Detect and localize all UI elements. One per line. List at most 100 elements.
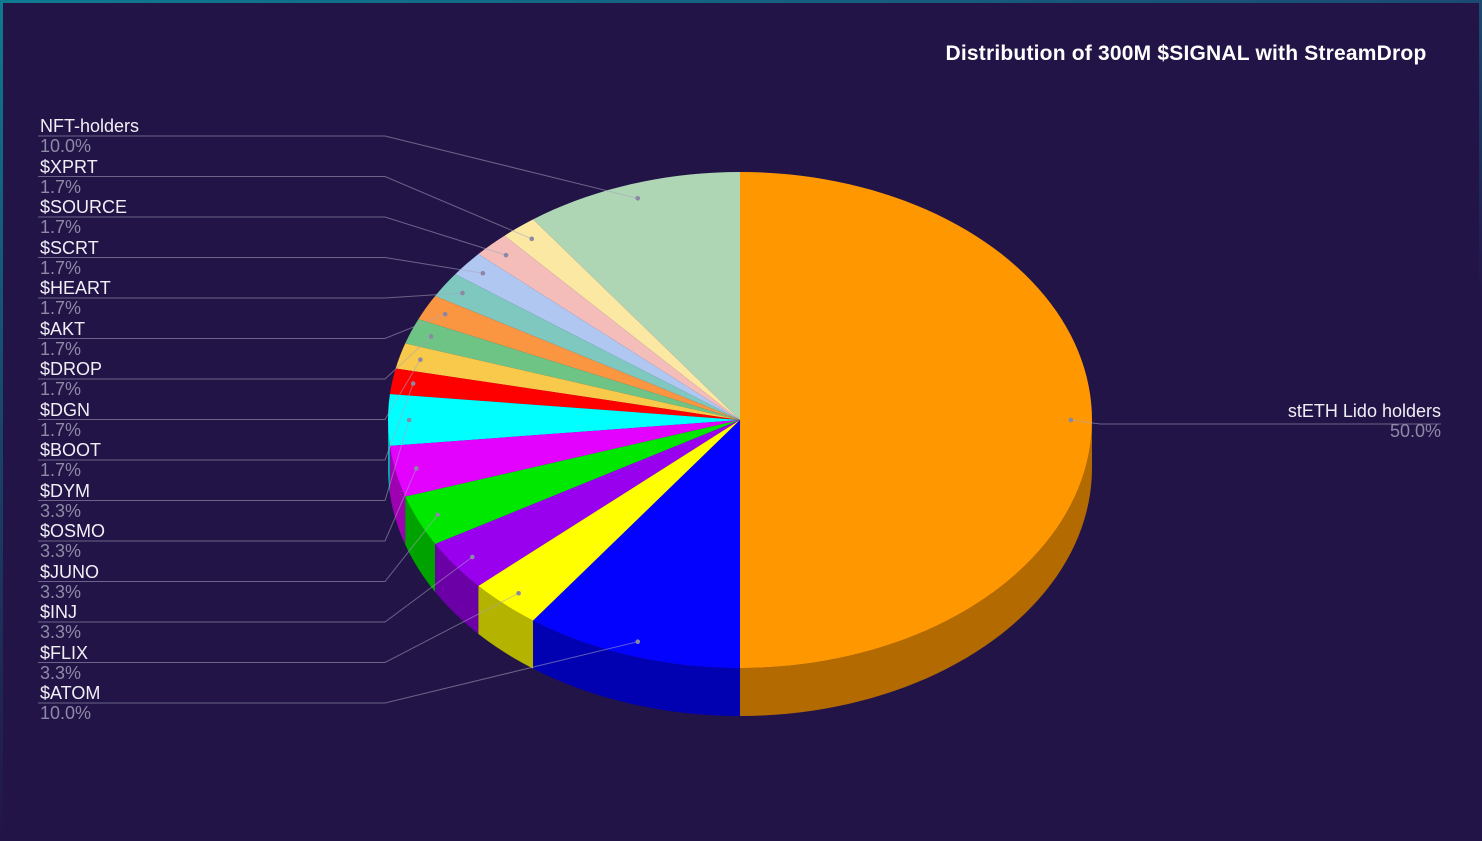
slice-label-row: $SOURCE 1.7% xyxy=(40,197,380,237)
leader-dot xyxy=(635,639,641,645)
slice-pct: 1.7% xyxy=(40,176,82,197)
leader-dot xyxy=(442,311,448,317)
pie-slice-side-steth-lido-holders xyxy=(740,420,1092,716)
slice-label-row: $DYM 3.3% xyxy=(40,481,380,521)
slice-label: $DROP xyxy=(40,359,103,379)
leader-dot xyxy=(410,381,416,386)
slice-label-row: $INJ 3.3% xyxy=(40,602,380,642)
leader-dot xyxy=(428,334,434,339)
leader-line xyxy=(38,216,507,256)
pie-slice-side--inj xyxy=(435,544,479,634)
slice-label: $DYM xyxy=(40,480,91,501)
slice-label-row: $JUNO 3.3% xyxy=(40,562,380,602)
slice-label: $XPRT xyxy=(40,156,98,177)
leader-line xyxy=(38,257,483,274)
chart-title: Distribution of 300M $SIGNAL with Stream… xyxy=(945,42,1427,65)
slice-label-row: $DROP 1.7% xyxy=(40,359,380,399)
slice-label-row: $OSMO 3.3% xyxy=(40,521,380,561)
slice-label: $FLIX xyxy=(40,642,89,663)
pie-slice-side--atom xyxy=(533,620,740,716)
slice-label-row: $XPRT 1.7% xyxy=(40,157,380,197)
leader-line xyxy=(38,135,638,199)
slice-pct: 50.0% xyxy=(1389,421,1441,441)
leader-line xyxy=(38,514,439,582)
pie-slice--juno[interactable] xyxy=(405,420,740,544)
leader-line xyxy=(38,592,519,663)
pie-slice--boot[interactable] xyxy=(389,368,740,420)
slice-label-row: $AKT 1.7% xyxy=(40,319,380,359)
pie-slice--akt[interactable] xyxy=(418,296,740,420)
pie-slice-side--dym xyxy=(388,420,390,494)
leader-dot xyxy=(1068,417,1074,423)
slice-label: $INJ xyxy=(40,602,78,622)
slice-pct: 1.7% xyxy=(40,338,82,359)
leader-dot xyxy=(406,417,412,423)
slice-label-row: $DGN 1.7% xyxy=(40,400,380,440)
slice-pct: 3.3% xyxy=(40,662,82,683)
slice-label: $ATOM xyxy=(40,683,101,703)
slice-pct: 1.7% xyxy=(40,257,82,278)
slice-label-row: $ATOM 10.0% xyxy=(40,683,380,723)
pie-slice--scrt[interactable] xyxy=(455,254,740,420)
slice-label: $OSMO xyxy=(40,521,106,541)
slice-label: NFT-holders xyxy=(40,116,140,136)
leader-dot xyxy=(529,236,535,242)
leader-dot xyxy=(460,290,465,296)
leader-line xyxy=(38,383,414,461)
leader-line xyxy=(1070,419,1441,425)
leader-line xyxy=(38,292,463,299)
slice-label-row: stETH Lido holders 50.0% xyxy=(1101,401,1441,441)
slice-label: $SCRT xyxy=(40,237,99,258)
leader-line xyxy=(38,641,638,704)
leader-dot xyxy=(516,590,521,596)
slice-pct: 3.3% xyxy=(40,581,82,602)
pie-slice--inj[interactable] xyxy=(435,420,740,586)
slice-label: $SOURCE xyxy=(40,197,128,217)
leader-dot xyxy=(635,195,641,201)
leader-line xyxy=(38,359,421,420)
pie-slice-side--juno xyxy=(405,496,436,592)
leader-dot xyxy=(414,466,419,471)
leader-dot xyxy=(480,270,486,276)
leader-line xyxy=(38,556,473,623)
slice-label: $JUNO xyxy=(40,561,100,582)
slice-label-row: NFT-holders 10.0% xyxy=(40,116,380,156)
leader-line xyxy=(38,176,532,240)
slice-pct: 1.7% xyxy=(40,217,82,237)
slice-label: $DGN xyxy=(40,399,91,420)
leader-dot xyxy=(435,512,441,518)
pie-slice--dym[interactable] xyxy=(388,394,740,446)
pie-slice--heart[interactable] xyxy=(435,274,740,420)
slice-pct: 3.3% xyxy=(40,541,82,561)
pie-slice-steth-lido-holders[interactable] xyxy=(740,172,1092,668)
pie-slice--xprt[interactable] xyxy=(504,219,740,420)
slice-pct: 3.3% xyxy=(40,500,82,521)
slice-label: $AKT xyxy=(40,318,86,339)
pie-slice--dgn[interactable] xyxy=(395,343,740,420)
slice-pct: 1.7% xyxy=(40,419,82,440)
pie-slice-nft-holders[interactable] xyxy=(533,172,740,420)
pie-slice--atom[interactable] xyxy=(533,420,740,668)
leader-dot xyxy=(503,252,509,258)
leader-dot xyxy=(470,554,475,560)
leader-dot xyxy=(418,357,423,362)
slice-label: $HEART xyxy=(40,278,111,298)
slice-label-row: $HEART 1.7% xyxy=(40,278,380,318)
pie-slice--osmo[interactable] xyxy=(389,420,740,497)
slice-label: $BOOT xyxy=(40,440,102,460)
pie-slice--drop[interactable] xyxy=(405,319,740,420)
pie-slice--source[interactable] xyxy=(478,235,740,420)
slice-label-row: $FLIX 3.3% xyxy=(40,643,380,683)
pie-slice--flix[interactable] xyxy=(478,420,740,621)
slice-pct: 10.0% xyxy=(40,136,92,156)
leader-line xyxy=(38,336,432,380)
slice-pct: 3.3% xyxy=(40,622,82,642)
leader-line xyxy=(38,468,417,542)
slice-pct: 1.7% xyxy=(40,460,82,480)
slice-label-row: $BOOT 1.7% xyxy=(40,440,380,480)
slice-label-row: $SCRT 1.7% xyxy=(40,238,380,278)
slice-pct: 1.7% xyxy=(40,298,82,318)
leader-line xyxy=(38,313,446,339)
